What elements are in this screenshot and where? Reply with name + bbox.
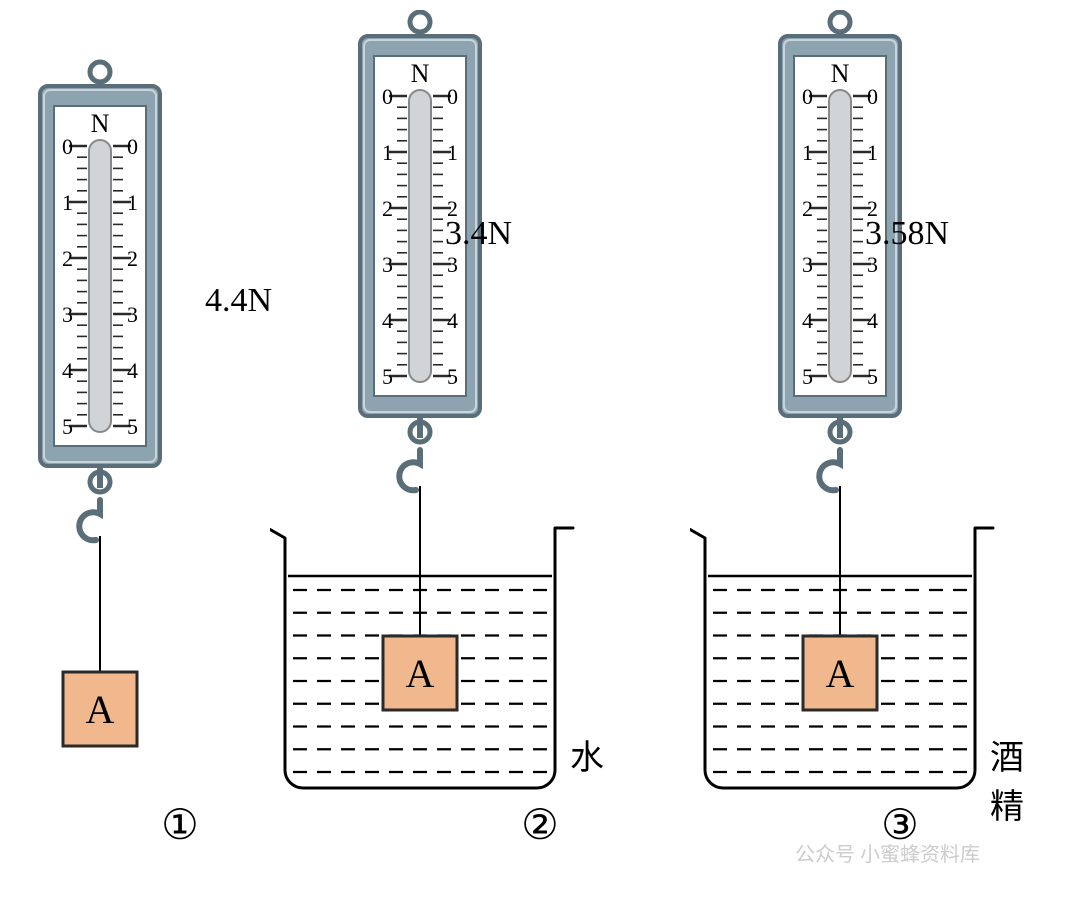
svg-text:N: N — [91, 109, 110, 138]
svg-text:3: 3 — [382, 252, 393, 277]
svg-text:5: 5 — [127, 414, 138, 439]
svg-text:A: A — [826, 651, 855, 696]
svg-text:3: 3 — [127, 302, 138, 327]
svg-text:4: 4 — [447, 308, 458, 333]
svg-text:4: 4 — [382, 308, 393, 333]
svg-text:0: 0 — [62, 134, 73, 159]
svg-text:3: 3 — [62, 302, 73, 327]
liquid-label-2: 水 — [570, 730, 604, 779]
svg-text:4: 4 — [802, 308, 813, 333]
svg-text:4: 4 — [62, 358, 73, 383]
scale-svg-1: N0 0 1 1 2 2 3 3 4 4 5 5 A — [30, 10, 210, 810]
svg-text:0: 0 — [382, 84, 393, 109]
svg-text:N: N — [411, 59, 430, 88]
setup-1: N001122334455A 4.4N — [30, 10, 210, 810]
scale-svg-3: N001122334455A — [690, 10, 1050, 810]
svg-text:1: 1 — [62, 190, 73, 215]
diagram-row: N001122334455A 4.4N N001122334455A 3.4N … — [0, 0, 1080, 820]
svg-text:4: 4 — [127, 358, 138, 383]
reading-1: 4.4N — [205, 282, 272, 320]
svg-text:0: 0 — [127, 134, 138, 159]
reading-3: 3.58N — [865, 215, 949, 253]
svg-text:5: 5 — [447, 364, 458, 389]
setup-3: N001122334455A 3.58N 酒精 — [690, 10, 1050, 810]
svg-text:0: 0 — [802, 84, 813, 109]
svg-text:3: 3 — [867, 252, 878, 277]
reading-2: 3.4N — [445, 215, 512, 253]
svg-text:N: N — [831, 59, 850, 88]
svg-text:1: 1 — [382, 140, 393, 165]
scale-svg-2: N001122334455A — [270, 10, 630, 810]
watermark: 公众号 小蜜蜂资料库 — [795, 838, 980, 867]
svg-text:5: 5 — [382, 364, 393, 389]
svg-text:5: 5 — [62, 414, 73, 439]
svg-text:1: 1 — [447, 140, 458, 165]
svg-text:3: 3 — [447, 252, 458, 277]
svg-text:2: 2 — [62, 246, 73, 271]
svg-text:0: 0 — [867, 84, 878, 109]
svg-text:1: 1 — [127, 190, 138, 215]
svg-text:1: 1 — [802, 140, 813, 165]
svg-text:2: 2 — [382, 196, 393, 221]
svg-text:4: 4 — [867, 308, 878, 333]
svg-text:2: 2 — [802, 196, 813, 221]
svg-text:A: A — [86, 687, 115, 732]
svg-text:0: 0 — [447, 84, 458, 109]
svg-text:1: 1 — [867, 140, 878, 165]
svg-text:5: 5 — [867, 364, 878, 389]
setup-2: N001122334455A 3.4N 水 — [270, 10, 630, 810]
svg-text:3: 3 — [802, 252, 813, 277]
svg-text:A: A — [406, 651, 435, 696]
svg-text:2: 2 — [127, 246, 138, 271]
liquid-label-3: 酒精 — [990, 730, 1050, 828]
svg-text:5: 5 — [802, 364, 813, 389]
